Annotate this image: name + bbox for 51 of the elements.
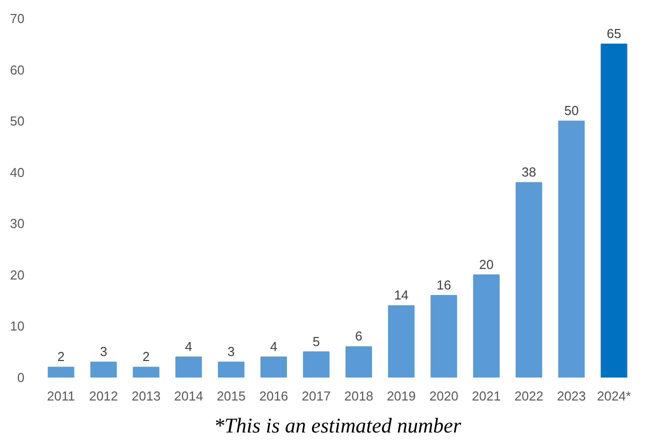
y-tick-label: 0 — [17, 370, 25, 385]
y-tick-label: 10 — [10, 318, 25, 334]
y-tick-label: 70 — [10, 11, 25, 26]
bar — [132, 366, 160, 378]
bar — [388, 305, 415, 378]
data-label: 3 — [228, 344, 235, 360]
y-tick-label: 50 — [10, 114, 25, 129]
data-label: 4 — [185, 338, 192, 354]
data-label: 20 — [479, 256, 494, 272]
bar — [346, 346, 372, 378]
x-tick-label: 2024* — [596, 388, 631, 404]
bar — [175, 356, 202, 378]
x-tick-label: 2013 — [132, 388, 161, 404]
x-tick-label: 2022 — [514, 388, 544, 404]
bar — [558, 120, 585, 378]
bar — [48, 366, 74, 378]
x-tick-label: 2023 — [556, 388, 586, 404]
data-label: 14 — [394, 288, 409, 303]
bar — [430, 294, 458, 378]
data-label: 50 — [564, 103, 579, 118]
data-label: 4 — [270, 338, 278, 354]
data-label: 6 — [355, 328, 362, 344]
x-tick-label: 2017 — [302, 388, 331, 404]
data-label: 2 — [57, 349, 65, 364]
x-tick-label: 2018 — [344, 388, 374, 404]
bar — [302, 351, 330, 378]
bar — [218, 362, 244, 378]
x-tick-label: 2011 — [47, 388, 76, 404]
y-tick-label: 40 — [10, 164, 25, 180]
x-tick-label: 2019 — [386, 388, 416, 404]
x-tick-label: 2020 — [429, 388, 458, 404]
data-label: 3 — [100, 344, 108, 360]
y-tick-label: 20 — [10, 267, 25, 282]
x-tick-label: 2014 — [174, 388, 204, 404]
data-label: 65 — [606, 26, 622, 42]
y-tick-label: 30 — [10, 216, 25, 232]
data-label: 5 — [312, 334, 320, 349]
data-label: 2 — [142, 349, 150, 364]
bar — [90, 362, 117, 378]
bar — [260, 356, 287, 378]
x-tick-label: 2016 — [259, 388, 288, 404]
y-tick-label: 60 — [10, 62, 25, 78]
text: *This is an estimated number — [214, 414, 462, 438]
bar — [516, 182, 542, 378]
bar — [600, 44, 628, 378]
x-tick-label: 2012 — [89, 388, 118, 404]
x-tick-label: 2015 — [216, 388, 246, 404]
data-label: 16 — [436, 277, 452, 292]
bar — [473, 274, 500, 378]
x-tick-label: 2021 — [472, 388, 501, 404]
data-label: 38 — [522, 164, 536, 180]
